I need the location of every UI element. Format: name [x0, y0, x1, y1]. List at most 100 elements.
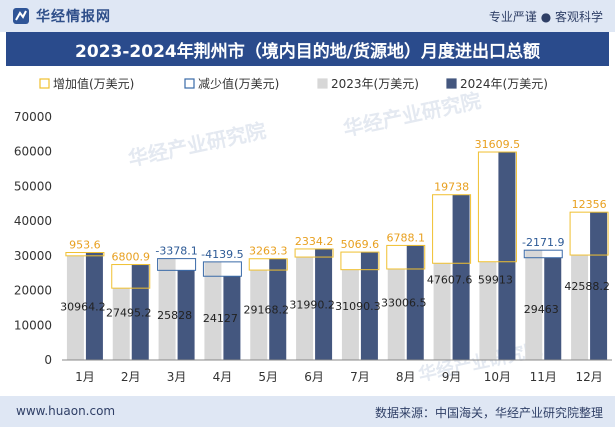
bar-2024: [85, 252, 103, 360]
value-label-2024: 59913: [478, 274, 513, 287]
bar-2024: [452, 194, 470, 360]
value-label-2024: 33006.5: [381, 297, 427, 310]
bar-2023: [525, 250, 543, 360]
increase-box: [477, 151, 517, 263]
x-tick-label: 10月: [484, 370, 511, 384]
increase-box: [340, 251, 380, 271]
x-tick-label: 4月: [213, 370, 233, 384]
site-url: www.huaon.com: [16, 404, 116, 418]
decrease-label: -3378.1: [155, 245, 197, 258]
footer-bar: www.huaon.com 数据来源：中国海关，华经产业研究院整理: [0, 396, 615, 427]
legend-label-1: 增加值(万美元): [53, 76, 134, 91]
y-tick-label: 30000: [14, 249, 52, 263]
increase-label: 31609.5: [475, 138, 521, 151]
x-tick-label: 2月: [121, 370, 141, 384]
legend-swatch-1: [39, 78, 50, 89]
x-tick-label: 11月: [530, 370, 557, 384]
value-label-2024: 27495.2: [106, 306, 152, 319]
y-tick-label: 70000: [14, 110, 52, 124]
value-label-2024: 30964.2: [60, 300, 106, 313]
legend-swatch-3: [317, 78, 328, 89]
bar-2023: [387, 268, 405, 360]
slogan: 专业严谨 ● 客观科学: [488, 10, 603, 24]
value-label-2024: 42588.2: [564, 280, 610, 293]
bar-2023: [250, 270, 268, 360]
bar-2023: [433, 263, 451, 360]
value-label-2024: 29168.2: [244, 303, 290, 316]
header-bar: 华经情报网 专业严谨 ● 客观科学: [0, 0, 615, 32]
x-tick-label: 6月: [304, 370, 324, 384]
decrease-box: [202, 261, 242, 277]
y-tick-label: 60000: [14, 145, 52, 159]
x-tick-label: 7月: [350, 370, 370, 384]
increase-label: 6788.1: [387, 231, 426, 244]
bar-2023: [204, 261, 222, 360]
data-source: 数据来源：中国海关，华经产业研究院整理: [374, 406, 603, 420]
bar-2024: [360, 252, 378, 360]
x-tick-label: 3月: [167, 370, 187, 384]
bar-2024: [406, 245, 424, 360]
increase-label: 5069.6: [341, 238, 380, 251]
value-label-2024: 24127: [203, 312, 238, 325]
value-label-2024: 31990.2: [289, 298, 335, 311]
watermark-text: 华经产业研究院: [341, 88, 483, 141]
y-tick-label: 50000: [14, 179, 52, 193]
bar-2023: [112, 288, 130, 360]
increase-label: 19738: [434, 181, 469, 194]
legend-label-4: 2024年(万美元): [460, 77, 548, 91]
chart: 增加值(万美元) 减少值(万美元) 2023年(万美元) 2024年(万美元) 0 100…: [14, 76, 612, 386]
bar-2023: [296, 257, 314, 360]
x-tick-label: 9月: [442, 370, 462, 384]
decrease-box: [157, 258, 197, 271]
title-bar: 2023-2024年荆州市（境内目的地/货源地）月度进出口总额: [6, 32, 609, 66]
value-label-2024: 25828: [157, 309, 192, 322]
y-tick-label: 40000: [14, 214, 52, 228]
bar-2024: [544, 257, 562, 360]
logo-icon: [13, 8, 29, 24]
decrease-label: -4139.5: [201, 248, 243, 261]
y-tick-label: 0: [44, 353, 52, 367]
value-label-2024: 47607.6: [427, 274, 473, 287]
bar-2023: [66, 255, 84, 360]
increase-box: [248, 258, 288, 271]
x-tick-label: 5月: [258, 370, 278, 384]
decrease-label: -2171.9: [522, 236, 564, 249]
y-tick-label: 20000: [14, 284, 52, 298]
increase-box: [569, 211, 609, 256]
legend-swatch-2: [184, 78, 195, 89]
x-tick-label: 1月: [75, 370, 95, 384]
increase-label: 6800.9: [112, 251, 151, 264]
bar-2024: [315, 248, 333, 360]
increase-box: [294, 248, 334, 258]
chart-title: 2023-2024年荆州市（境内目的地/货源地）月度进出口总额: [75, 41, 540, 62]
bar-2023: [341, 269, 359, 360]
y-tick-label: 10000: [14, 318, 52, 332]
value-label-2024: 29463: [524, 303, 559, 316]
x-tick-label: 12月: [575, 370, 602, 384]
increase-label: 2334.2: [295, 235, 334, 248]
value-label-2024: 31090.3: [335, 300, 381, 313]
increase-box: [111, 264, 151, 289]
legend-label-3: 2023年(万美元): [331, 77, 419, 91]
increase-box: [386, 244, 426, 270]
bar-2023: [158, 258, 176, 360]
bar-2024: [498, 152, 516, 360]
bar-2023: [479, 261, 497, 360]
bar-2023: [571, 255, 589, 360]
bar-2024: [269, 258, 287, 360]
brand: 华经情报网: [12, 6, 111, 26]
bar-2024: [177, 270, 195, 360]
decrease-box: [523, 249, 563, 259]
watermark-text: 华经产业研究院: [126, 118, 268, 171]
increase-label: 3263.3: [249, 245, 288, 258]
increase-label: 953.6: [69, 239, 101, 252]
increase-box: [432, 194, 472, 264]
increase-box: [65, 252, 105, 257]
brand-name: 华经情报网: [36, 9, 111, 25]
bar-2024: [223, 276, 241, 360]
legend-swatch-4: [446, 78, 457, 89]
legend-label-2: 减少值(万美元): [198, 76, 279, 91]
bar-2024: [590, 212, 608, 360]
increase-label: 12356: [572, 198, 607, 211]
x-tick-label: 8月: [396, 370, 416, 384]
